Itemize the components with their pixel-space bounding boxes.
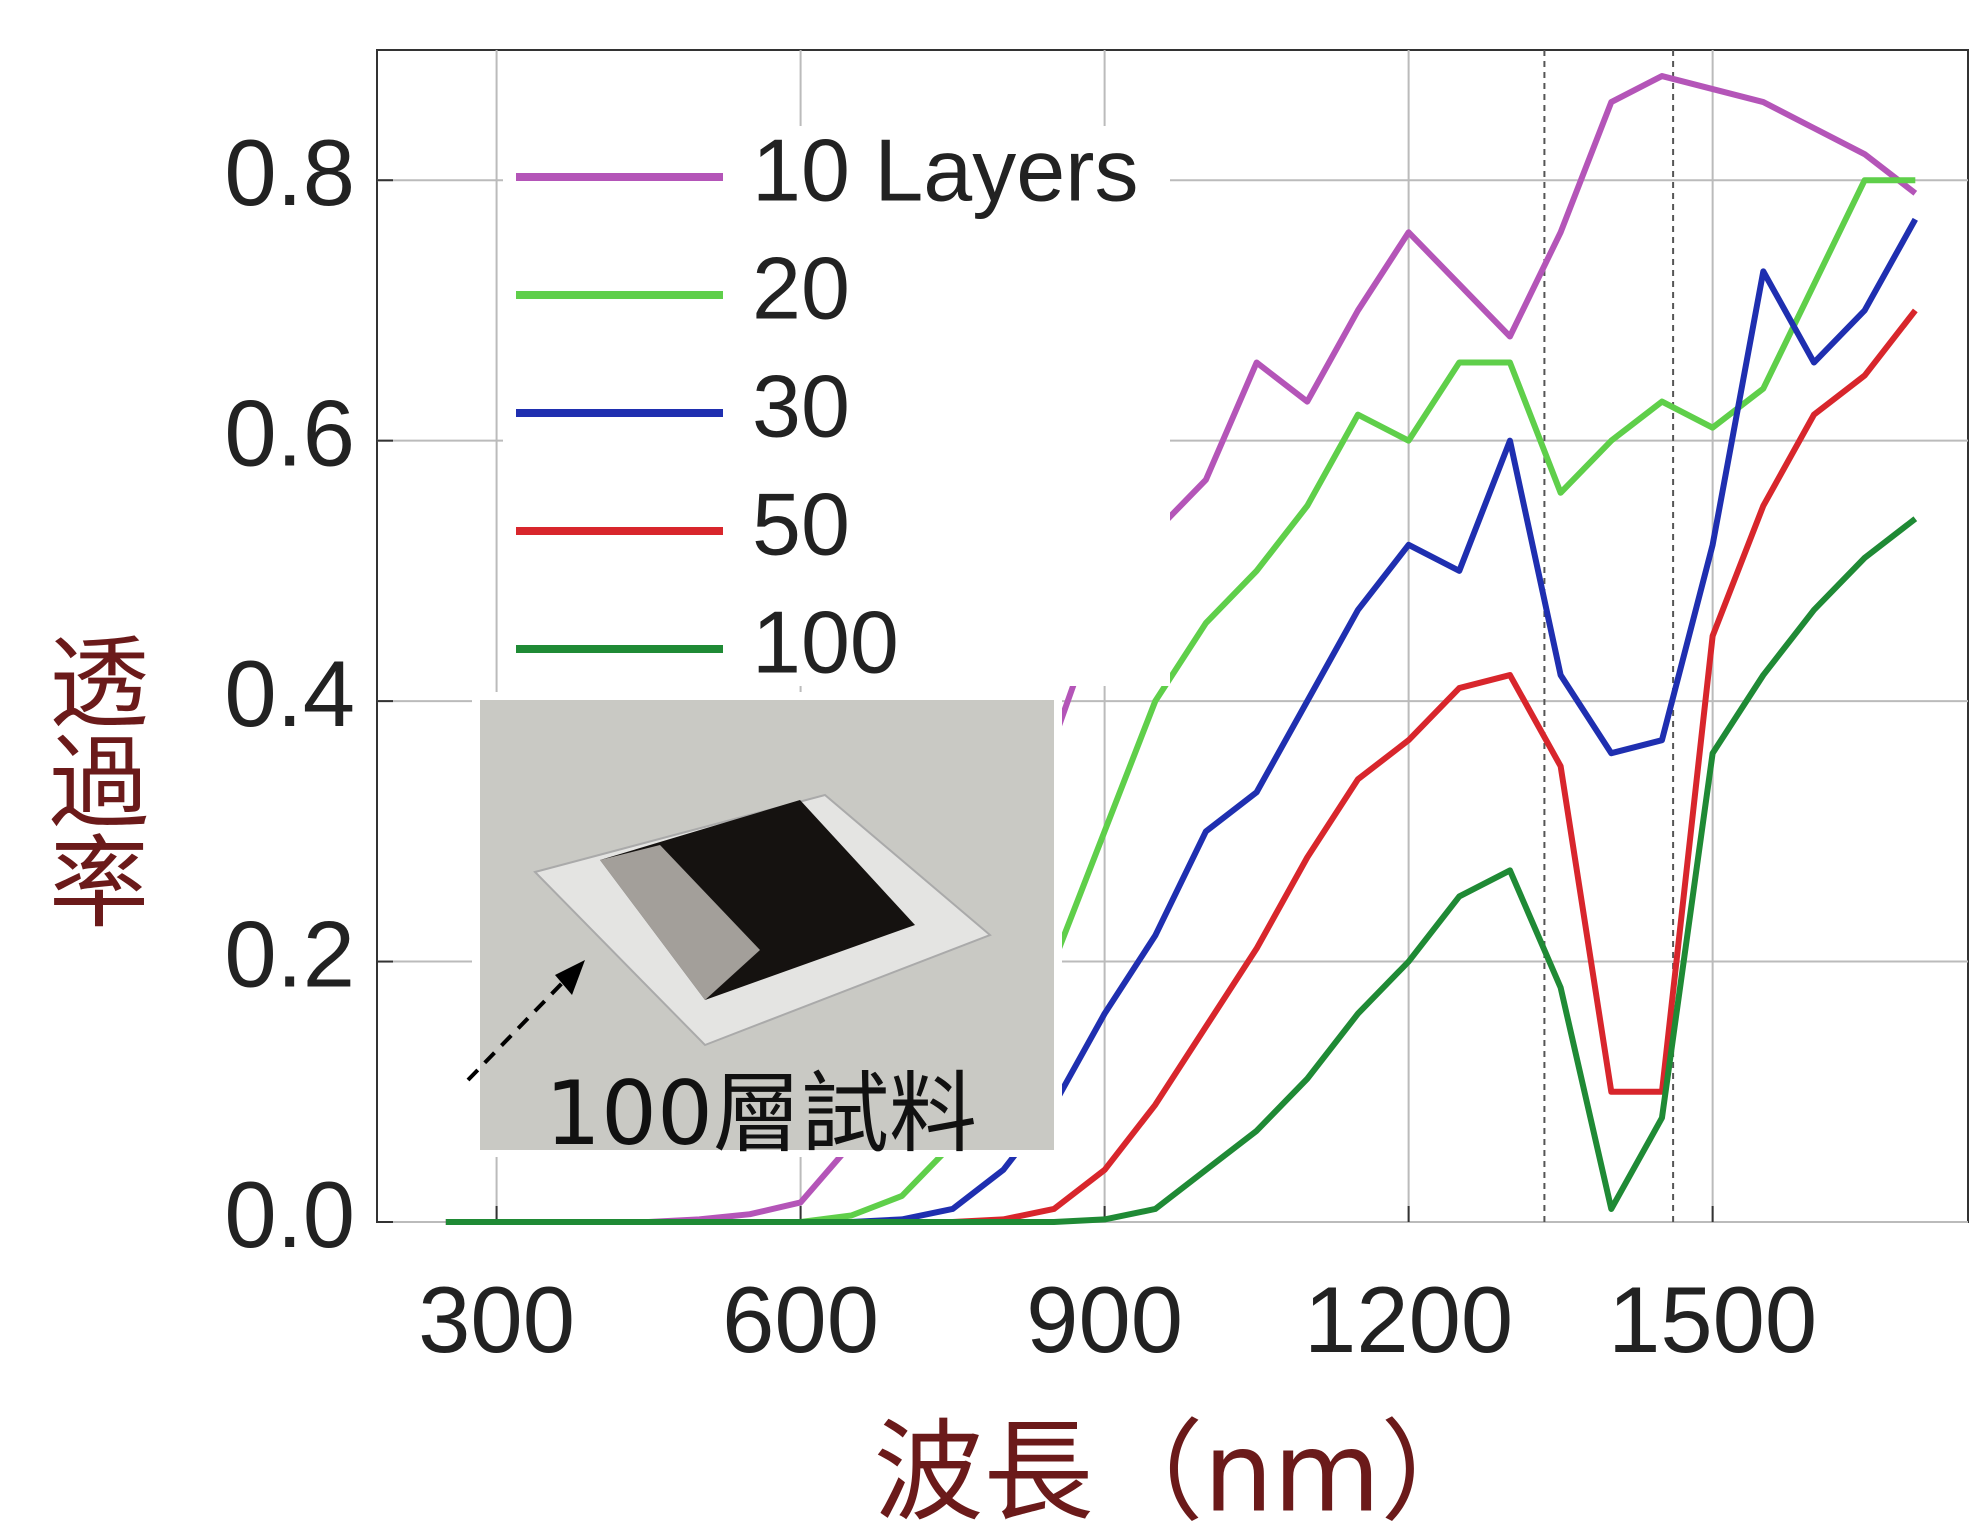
legend-label: 100: [752, 592, 899, 691]
x-axis-label: 波長（nm）: [874, 1408, 1491, 1525]
y-tick-label: 0.6: [224, 380, 355, 485]
y-tick-label: 0.0: [224, 1162, 355, 1267]
x-tick-label: 1200: [1304, 1267, 1513, 1372]
chart: 10 Layers 20 30 50 100 100層試料 波長（nm） 透過率 0.0…: [0, 0, 1972, 1525]
legend-label: 50: [752, 474, 850, 573]
legend-label: 10 Layers: [752, 120, 1138, 219]
y-tick-label: 0.4: [224, 641, 355, 746]
inset-label: 100層試料: [545, 1062, 977, 1165]
x-tick-label: 900: [1026, 1267, 1183, 1372]
legend-label: 30: [752, 356, 850, 455]
x-tick-label: 300: [418, 1267, 575, 1372]
legend-label: 20: [752, 238, 850, 337]
x-tick-label: 1500: [1608, 1267, 1817, 1372]
x-tick-label: 600: [722, 1267, 879, 1372]
y-tick-label: 0.2: [224, 901, 355, 1006]
y-axis-label: 透過率: [32, 630, 149, 930]
y-tick-label: 0.8: [224, 120, 355, 225]
inset-photo: 100層試料: [468, 692, 1062, 1165]
